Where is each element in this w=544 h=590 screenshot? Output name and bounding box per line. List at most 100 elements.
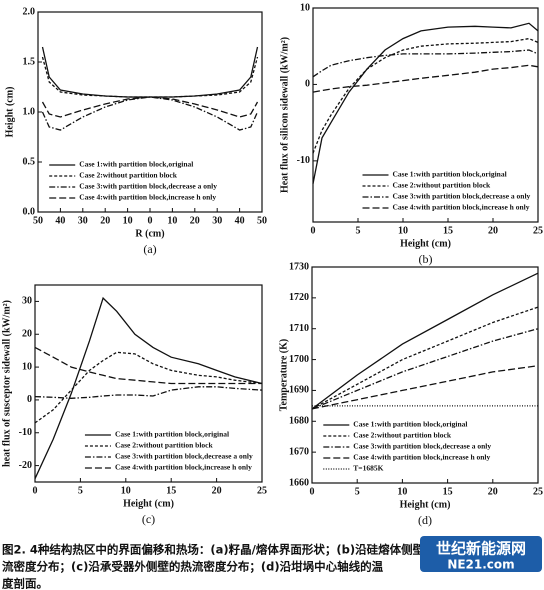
watermark-box (420, 536, 542, 572)
x-tick-label: 40 (235, 215, 245, 226)
legend-label: T=1685K (353, 464, 383, 473)
x-tick-label: 0 (148, 215, 153, 226)
legend-label: Case 3:with partition block,decrease a o… (115, 452, 253, 461)
y-tick-label: 1.5 (23, 56, 36, 67)
legend-label: Case 1:with partition block,original (353, 420, 467, 429)
x-tick-label: 25 (533, 225, 543, 236)
plot-frame (312, 7, 539, 223)
x-axis-label: Height (cm) (400, 238, 451, 249)
x-tick-label: 0 (311, 225, 316, 236)
x-tick-label: 10 (397, 486, 407, 497)
caption-line: 图2. 4种结构热区中的界面偏移和热场：(a)籽晶/熔体界面形状；(b)沿硅熔体… (2, 543, 448, 557)
y-tick-label: 1.0 (23, 106, 36, 117)
series-line (312, 22, 539, 184)
legend-label: Case 2:without partition block (353, 431, 452, 440)
y-tick-label: 10 (300, 2, 310, 13)
x-tick-label: 0 (310, 486, 315, 497)
series-line (311, 328, 539, 410)
x-tick-label: 30 (78, 215, 88, 226)
x-axis-label: R (cm) (135, 228, 164, 239)
series-line (312, 37, 539, 154)
legend-label: Case 4:with partition block,increase h o… (115, 463, 252, 472)
x-tick-label: 15 (443, 225, 453, 236)
legend-label: Case 1:with partition block,original (115, 430, 229, 439)
x-tick-label: 5 (356, 225, 361, 236)
y-tick-label: -20 (19, 460, 32, 471)
legend-label: Case 2:without partition block (79, 171, 178, 180)
panel-label: (a) (143, 242, 156, 256)
series-line (41, 46, 259, 98)
series-line (34, 296, 263, 479)
x-tick-label: 15 (443, 486, 453, 497)
x-tick-label: 5 (355, 486, 360, 497)
x-axis-label: Height (cm) (400, 499, 451, 510)
caption-line: 流密度分布；(c)沿承受器外侧壁的热流密度分布；(d)沿坩埚中心轴线的温 (2, 560, 384, 574)
y-tick-label: -10 (297, 155, 310, 166)
x-tick-label: 40 (55, 215, 65, 226)
y-tick-label: 1670 (289, 446, 309, 457)
y-tick-label: 1730 (289, 261, 309, 272)
x-tick-label: 50 (33, 215, 43, 226)
y-tick-label: 0 (27, 394, 32, 405)
x-tick-label: 0 (33, 485, 38, 496)
y-tick-label: 0.5 (23, 156, 36, 167)
y-tick-label: 1660 (289, 477, 309, 488)
y-axis-label: Temperature (K) (278, 339, 289, 412)
series-line (312, 49, 539, 78)
x-tick-label: 10 (167, 215, 177, 226)
legend-label: Case 1:with partition block,original (79, 160, 193, 169)
caption-line: 度剖面。 (2, 577, 48, 590)
y-tick-label: 1720 (289, 292, 309, 303)
x-tick-label: 15 (166, 485, 176, 496)
legend-label: Case 2:without partition block (393, 181, 492, 190)
series-line (41, 96, 259, 131)
x-tick-label: 20 (488, 486, 498, 497)
x-tick-label: 10 (123, 215, 133, 226)
x-tick-label: 20 (190, 215, 200, 226)
legend-label: Case 4:with partition block,increase h o… (79, 193, 216, 202)
panel-label: (d) (418, 513, 432, 527)
x-tick-label: 25 (257, 485, 267, 496)
x-tick-label: 5 (78, 485, 83, 496)
plot-frame (311, 266, 539, 484)
x-tick-label: 10 (121, 485, 131, 496)
y-tick-label: 1710 (289, 323, 309, 334)
y-tick-label: 20 (22, 329, 32, 340)
legend-label: Case 4:with partition block,increase h o… (353, 453, 490, 462)
legend-label: Case 1:with partition block,original (393, 170, 507, 179)
x-tick-label: 50 (257, 215, 267, 226)
y-tick-label: 10 (22, 361, 32, 372)
y-tick-label: 1680 (289, 416, 309, 427)
y-tick-label: 2.0 (23, 6, 36, 17)
y-tick-label: 1700 (289, 354, 309, 365)
x-tick-label: 20 (100, 215, 110, 226)
legend-label: Case 2:without partition block (115, 441, 214, 450)
x-tick-label: 25 (533, 486, 543, 497)
series-line (311, 365, 539, 410)
legend-label: Case 3:with partition block,decrease a o… (353, 442, 491, 451)
panel-label: (b) (419, 252, 433, 266)
legend-label: Case 4:with partition block,increase h o… (393, 203, 530, 212)
x-tick-label: 30 (212, 215, 222, 226)
watermark-name: 世纪新能源网 (436, 540, 526, 558)
legend-label: Case 3:with partition block,decrease a o… (79, 182, 217, 191)
watermark-site: NE21.com (447, 558, 514, 572)
series-line (34, 386, 263, 399)
x-tick-label: 20 (488, 225, 498, 236)
y-tick-label: 0.0 (23, 206, 36, 217)
series-line (41, 56, 259, 98)
y-tick-label: -10 (19, 427, 32, 438)
y-axis-label: Heat flux of silicon sidewall (kW/m²) (279, 37, 290, 193)
x-tick-label: 20 (212, 485, 222, 496)
y-axis-label: Height (cm) (4, 87, 15, 138)
series-line (312, 64, 539, 93)
legend-label: Case 3:with partition block,decrease a o… (393, 192, 531, 201)
x-axis-label: Height (cm) (123, 498, 174, 509)
series-line (34, 351, 263, 424)
y-tick-label: 1690 (289, 385, 309, 396)
series-line (311, 306, 539, 410)
panel-label: (c) (142, 512, 155, 526)
y-tick-label: 0 (305, 79, 310, 90)
series-line (41, 96, 259, 118)
